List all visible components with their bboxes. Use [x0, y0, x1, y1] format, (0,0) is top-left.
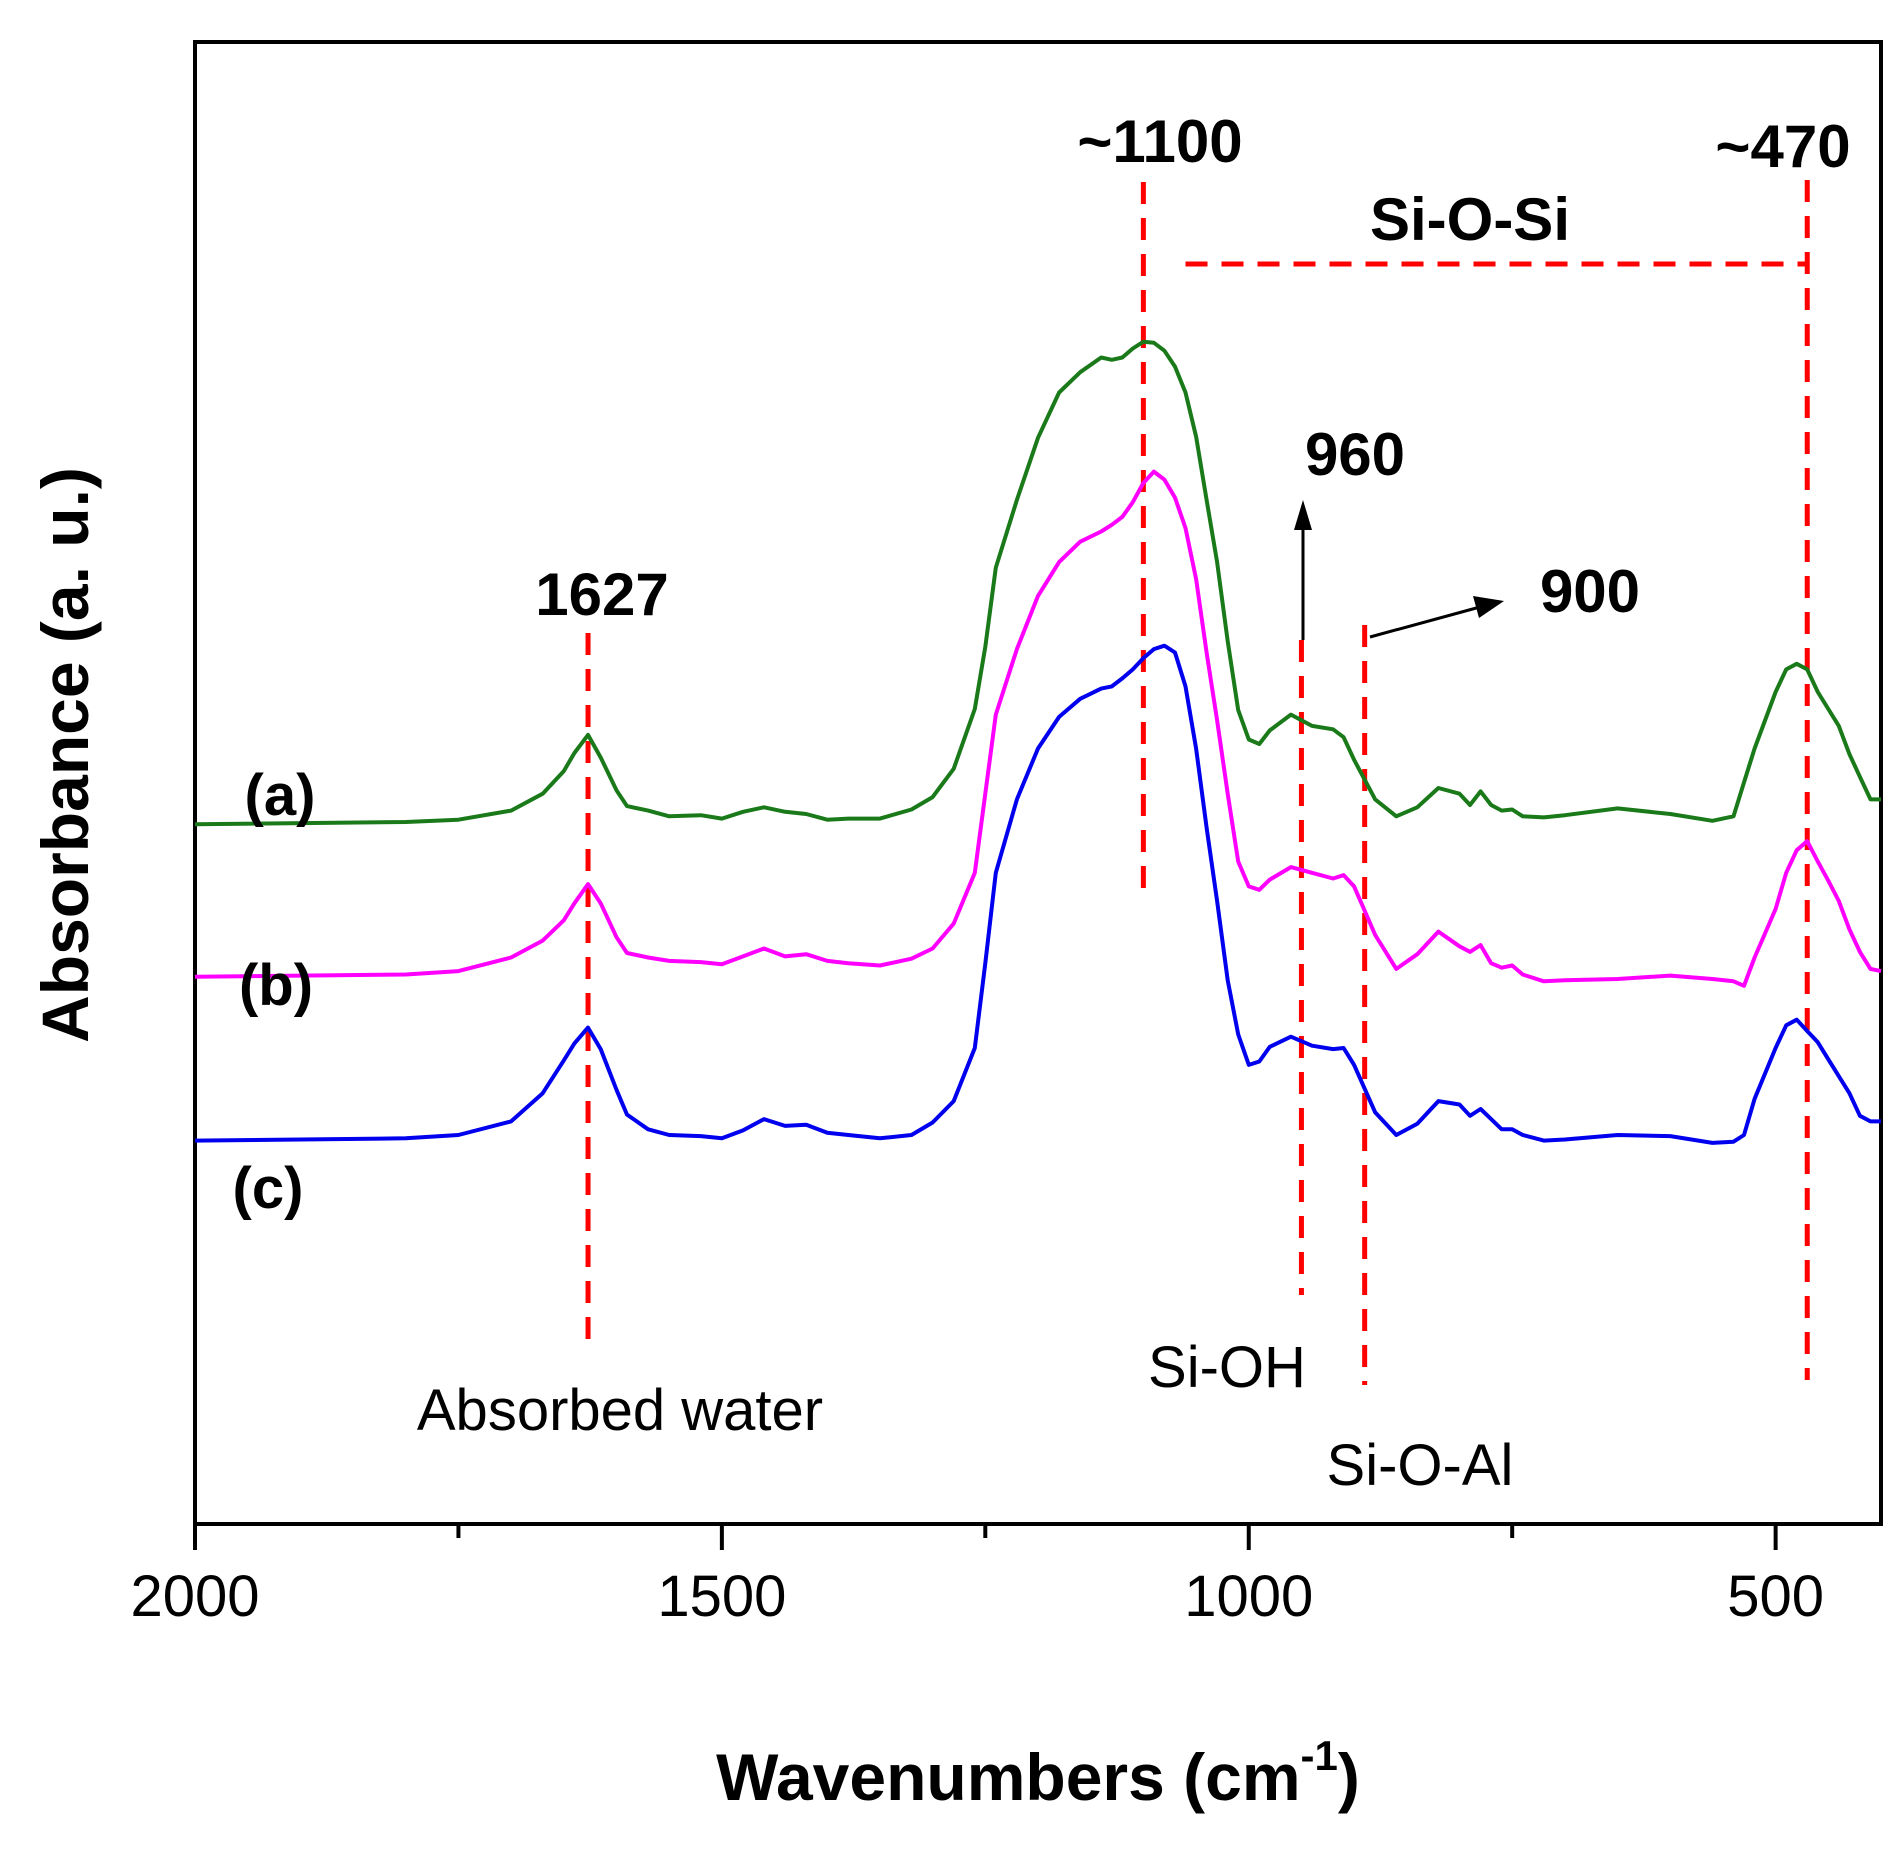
series-label-c: (c) — [233, 1156, 304, 1221]
peak-label-1100: ~1100 — [1077, 108, 1242, 175]
spectra — [194, 339, 1882, 1145]
band-label-absorbed-water: Absorbed water — [417, 1378, 823, 1443]
band-label-si-oh: Si-OH — [1148, 1335, 1306, 1400]
arrow-960 — [1294, 500, 1312, 640]
series-line-b — [194, 469, 1882, 988]
series-label-a: (a) — [245, 763, 316, 828]
band-label-si-o-si: Si-O-Si — [1370, 186, 1570, 253]
peak-label-900: 900 — [1540, 558, 1640, 625]
x-tick-label-2000: 2000 — [130, 1564, 259, 1629]
x-axis-ticks — [193, 1524, 1778, 1550]
x-tick-label-500: 500 — [1727, 1564, 1824, 1629]
y-axis-title: Absorbance (a. u.) — [28, 467, 102, 1043]
x-axis-title: Wavenumbers (cm-1) — [716, 1732, 1360, 1814]
x-tick-label-1500: 1500 — [657, 1564, 786, 1629]
band-label-si-o-al: Si-O-Al — [1327, 1433, 1514, 1498]
peak-label-1627: 1627 — [535, 561, 668, 628]
arrow-900 — [1369, 596, 1504, 639]
series-label-b: (b) — [239, 953, 313, 1018]
series-line-a — [194, 339, 1881, 827]
peak-label-960: 960 — [1305, 421, 1405, 488]
plot-frame — [193, 40, 1883, 1526]
reference-lines — [585, 180, 1810, 1385]
x-tick-label-1000: 1000 — [1184, 1564, 1313, 1629]
peak-label-470: ~470 — [1715, 113, 1850, 180]
x-axis-tick-labels: 2000 1500 1000 500 — [130, 1564, 1824, 1629]
series-line-c — [194, 643, 1881, 1145]
